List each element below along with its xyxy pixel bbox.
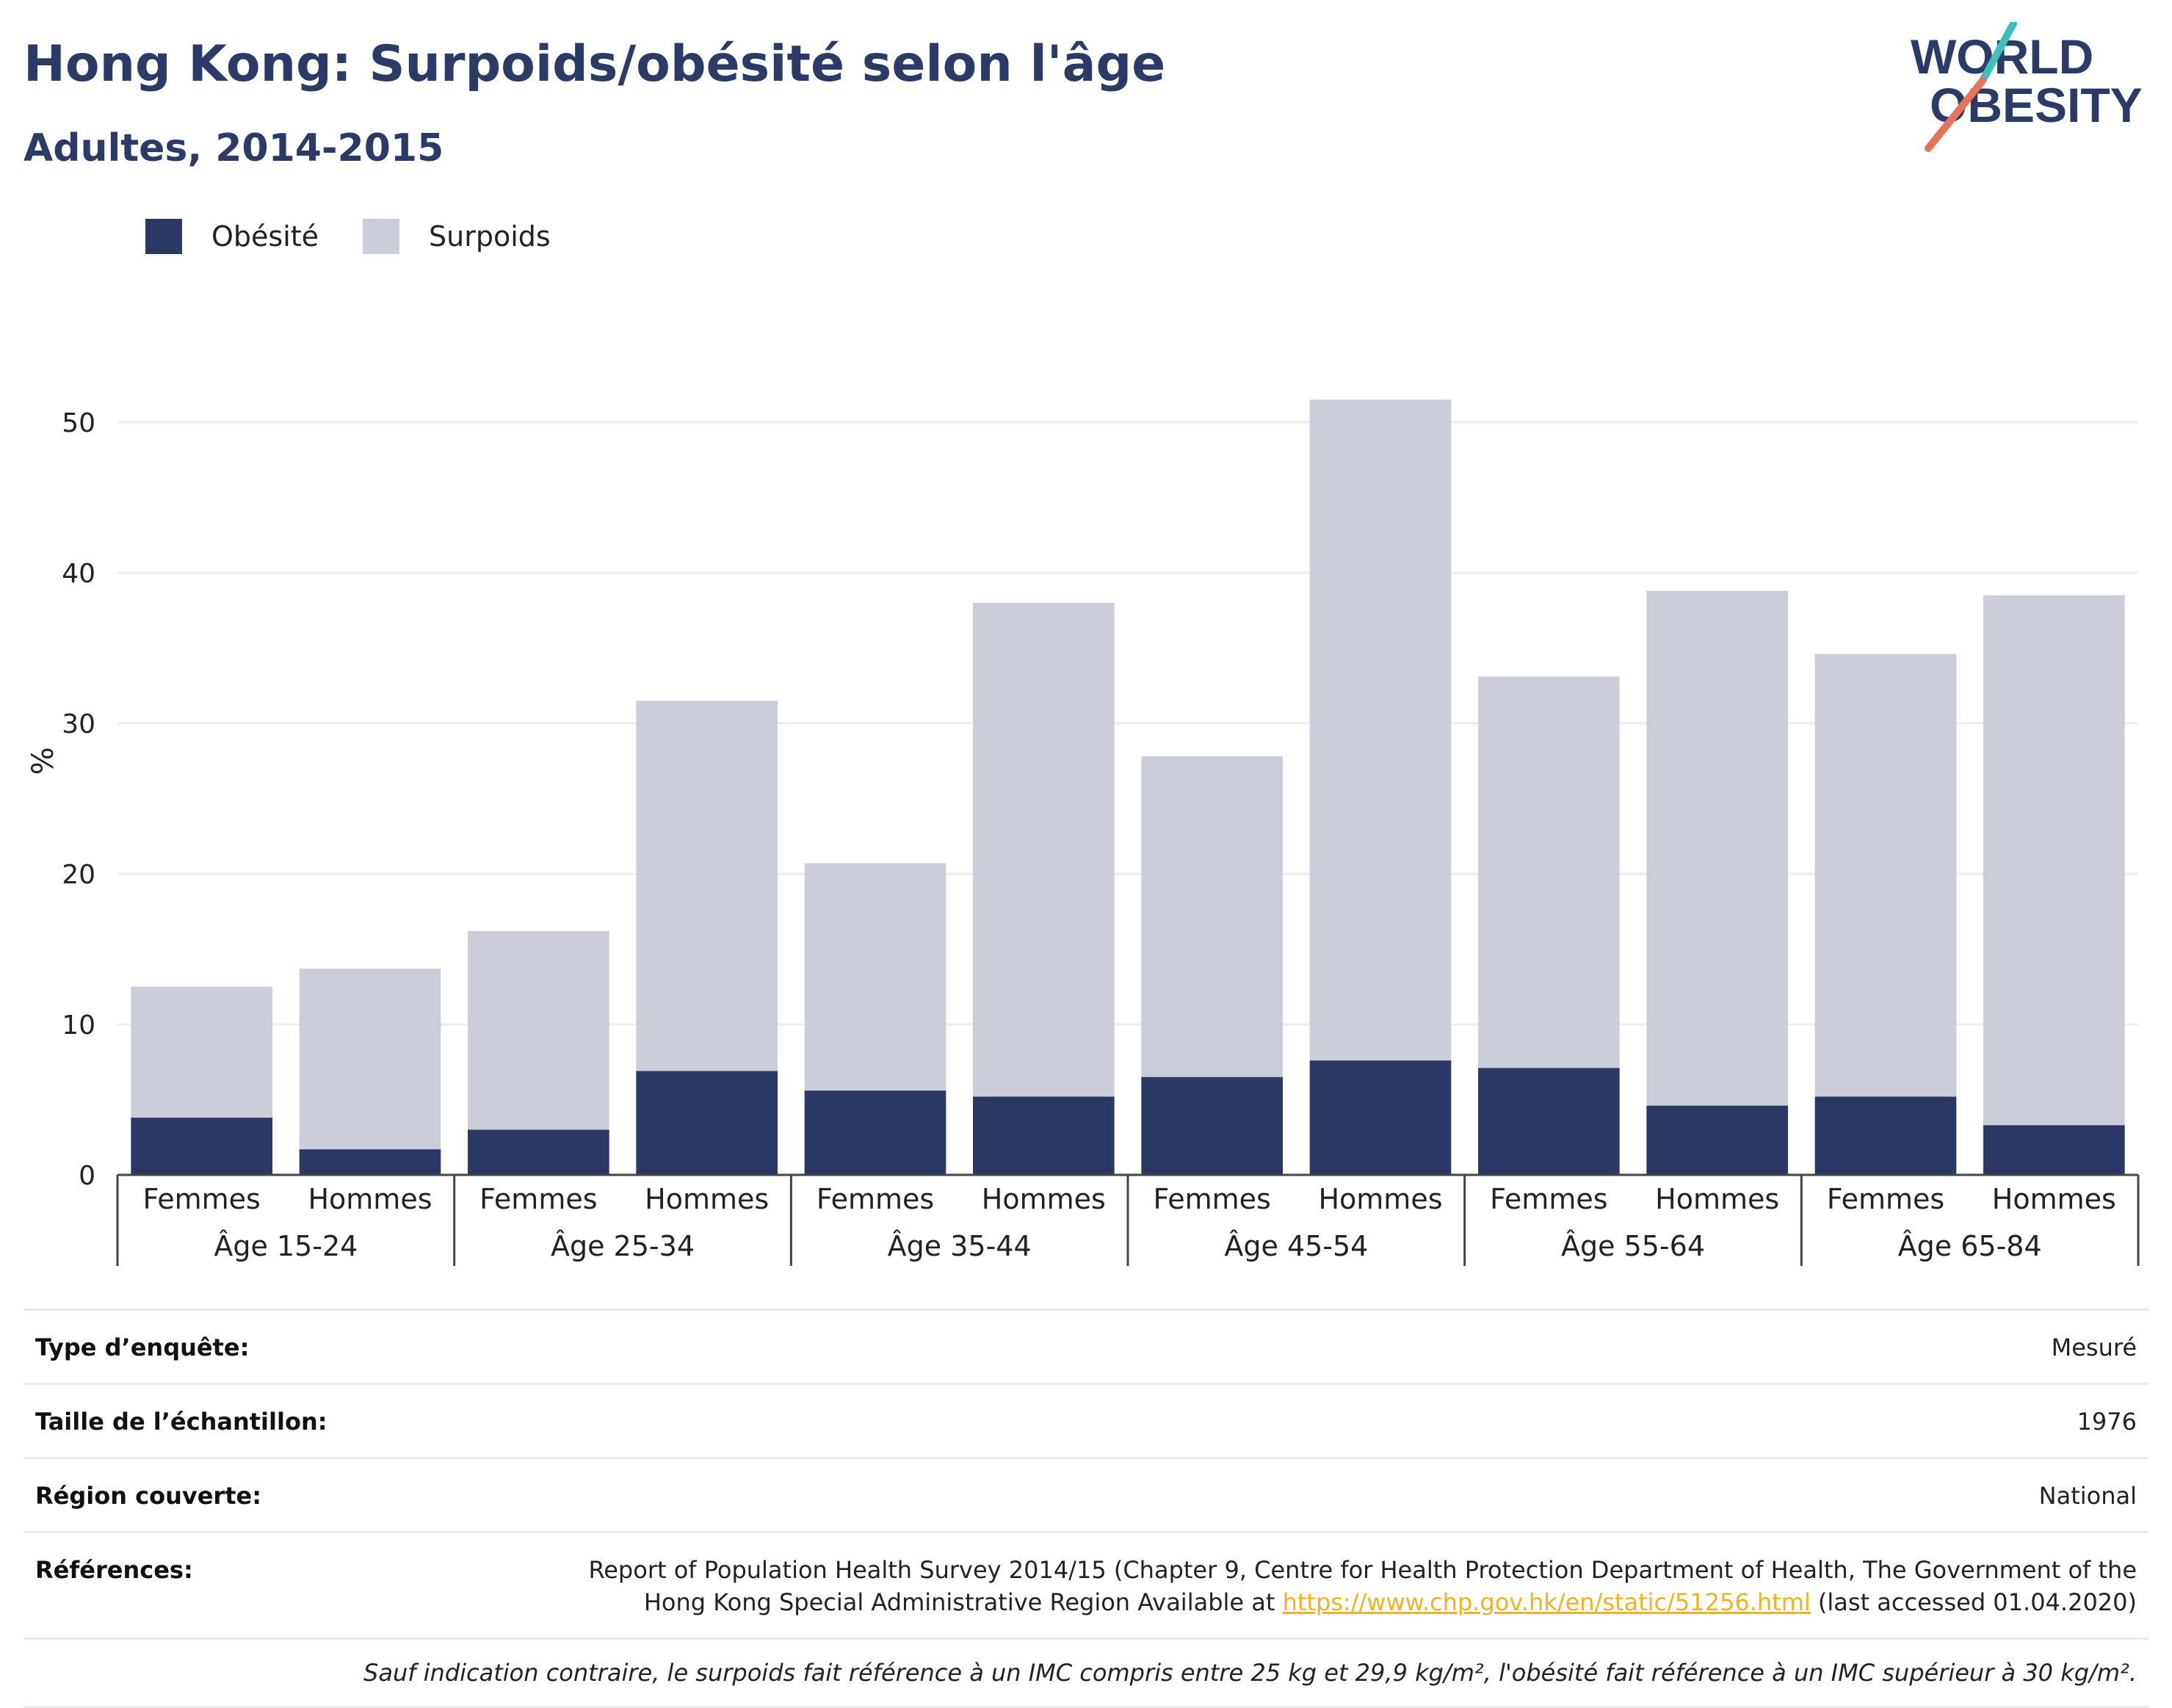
definition-note: Sauf indication contraire, le surpoids f… [23, 1638, 2149, 1708]
chart-title: Hong Kong: Surpoids/obésité selon l'âge [23, 35, 1166, 93]
bar-surpoids [1983, 595, 2125, 1126]
bar-surpoids [1814, 654, 1957, 1097]
x-tick-label-age-group: Âge 35-44 [888, 1230, 1032, 1262]
sample-size-value: 1976 [2077, 1408, 2137, 1436]
x-tick-label-sex: Femmes [142, 1183, 260, 1215]
legend-swatch-obesite [145, 219, 182, 254]
bar-surpoids [973, 603, 1115, 1097]
logo-slash-teal [1979, 22, 2017, 84]
bar-obesite [1141, 1076, 1283, 1175]
bar-surpoids [636, 701, 778, 1071]
survey-type-label: Type d’enquête: [35, 1334, 250, 1361]
bar-obesite [1646, 1105, 1788, 1175]
legend-item-obesite[interactable]: Obésité [145, 219, 319, 254]
info-row-sample-size: Taille de l’échantillon: 1976 [23, 1383, 2149, 1457]
survey-info-table: Type d’enquête: Mesuré Taille de l’échan… [23, 1309, 2149, 1708]
bar-surpoids [804, 863, 946, 1091]
bar-obesite [299, 1149, 441, 1175]
bar-obesite [1309, 1060, 1452, 1175]
x-tick-label-age-group: Âge 45-54 [1224, 1230, 1368, 1262]
legend-item-surpoids[interactable]: Surpoids [363, 219, 551, 254]
x-tick-label-sex: Femmes [1490, 1183, 1607, 1215]
bar-obesite [1478, 1068, 1620, 1175]
bar-obesite [973, 1096, 1115, 1175]
x-tick-label-sex: Femmes [1827, 1183, 1944, 1215]
legend-label-obesite: Obésité [211, 220, 319, 253]
x-tick-label-sex: Hommes [1992, 1183, 2116, 1215]
bar-surpoids [1309, 399, 1452, 1061]
x-tick-label-sex: Femmes [817, 1183, 934, 1215]
bar-surpoids [1141, 756, 1283, 1077]
references-text-3: (last accessed 01.04.2020) [1817, 1588, 2137, 1616]
stacked-bar-chart: 0 10 20 30 40 50% Femmes Hommes Femmes Hommes Femm… [26, 399, 2140, 1266]
y-tick-label: 50 [62, 408, 95, 438]
bar-obesite [1814, 1096, 1957, 1175]
bar-surpoids [131, 986, 272, 1118]
info-row-references: Références: Report of Population Health … [23, 1531, 2149, 1638]
legend: Obésité Surpoids [145, 219, 595, 254]
references-value: Report of Population Health Survey 2014/… [588, 1554, 2137, 1618]
references-link[interactable]: https://www.chp.gov.hk/en/static/51256.h… [1282, 1588, 1811, 1616]
x-tick-label-age-group: Âge 15-24 [214, 1230, 358, 1262]
bar-obesite [804, 1090, 946, 1175]
references-text-1: Report of Population Health Survey 2014/… [588, 1556, 2137, 1584]
legend-swatch-surpoids [363, 219, 400, 254]
x-tick-label-sex: Hommes [1318, 1183, 1442, 1215]
x-tick-label-sex: Hommes [645, 1183, 769, 1215]
references-text-2: Hong Kong Special Administrative Region … [643, 1588, 1275, 1616]
y-tick-label: 40 [62, 559, 95, 589]
bar-obesite [468, 1129, 609, 1175]
logo-slash-coral [1925, 77, 1986, 152]
x-tick-label-age-group: Âge 25-34 [551, 1230, 695, 1262]
bar-surpoids [299, 969, 441, 1150]
sample-size-label: Taille de l’échantillon: [35, 1408, 327, 1436]
legend-label-surpoids: Surpoids [429, 220, 551, 253]
bar-obesite [636, 1071, 778, 1175]
y-tick-label: 0 [79, 1161, 95, 1191]
bar-surpoids [468, 930, 609, 1130]
x-tick-label-sex: Femmes [479, 1183, 597, 1215]
bar-obesite [131, 1118, 272, 1175]
x-tick-label-sex: Femmes [1153, 1183, 1270, 1215]
y-tick-label: 20 [62, 860, 95, 890]
chart-subtitle: Adultes, 2014-2015 [23, 126, 444, 170]
x-tick-label-sex: Hommes [1655, 1183, 1779, 1215]
bar-surpoids [1478, 676, 1620, 1068]
bar-obesite [1983, 1125, 2125, 1175]
x-tick-label-sex: Hommes [308, 1183, 432, 1215]
x-tick-label-sex: Hommes [982, 1183, 1106, 1215]
info-row-survey-type: Type d’enquête: Mesuré [23, 1309, 2149, 1383]
survey-type-value: Mesuré [2051, 1334, 2137, 1361]
region-value: National [2038, 1482, 2137, 1510]
info-row-region: Région couverte: National [23, 1457, 2149, 1531]
region-label: Région couverte: [35, 1482, 261, 1510]
bar-surpoids [1646, 590, 1788, 1106]
references-label: Références: [35, 1556, 193, 1584]
y-axis-label: % [26, 747, 60, 775]
y-tick-label: 10 [62, 1010, 95, 1041]
x-tick-label-age-group: Âge 65-84 [1898, 1230, 2042, 1262]
y-tick-label: 30 [62, 709, 95, 739]
world-obesity-logo: WORLD OBESITY [1911, 22, 2143, 152]
x-tick-label-age-group: Âge 55-64 [1561, 1230, 1705, 1262]
